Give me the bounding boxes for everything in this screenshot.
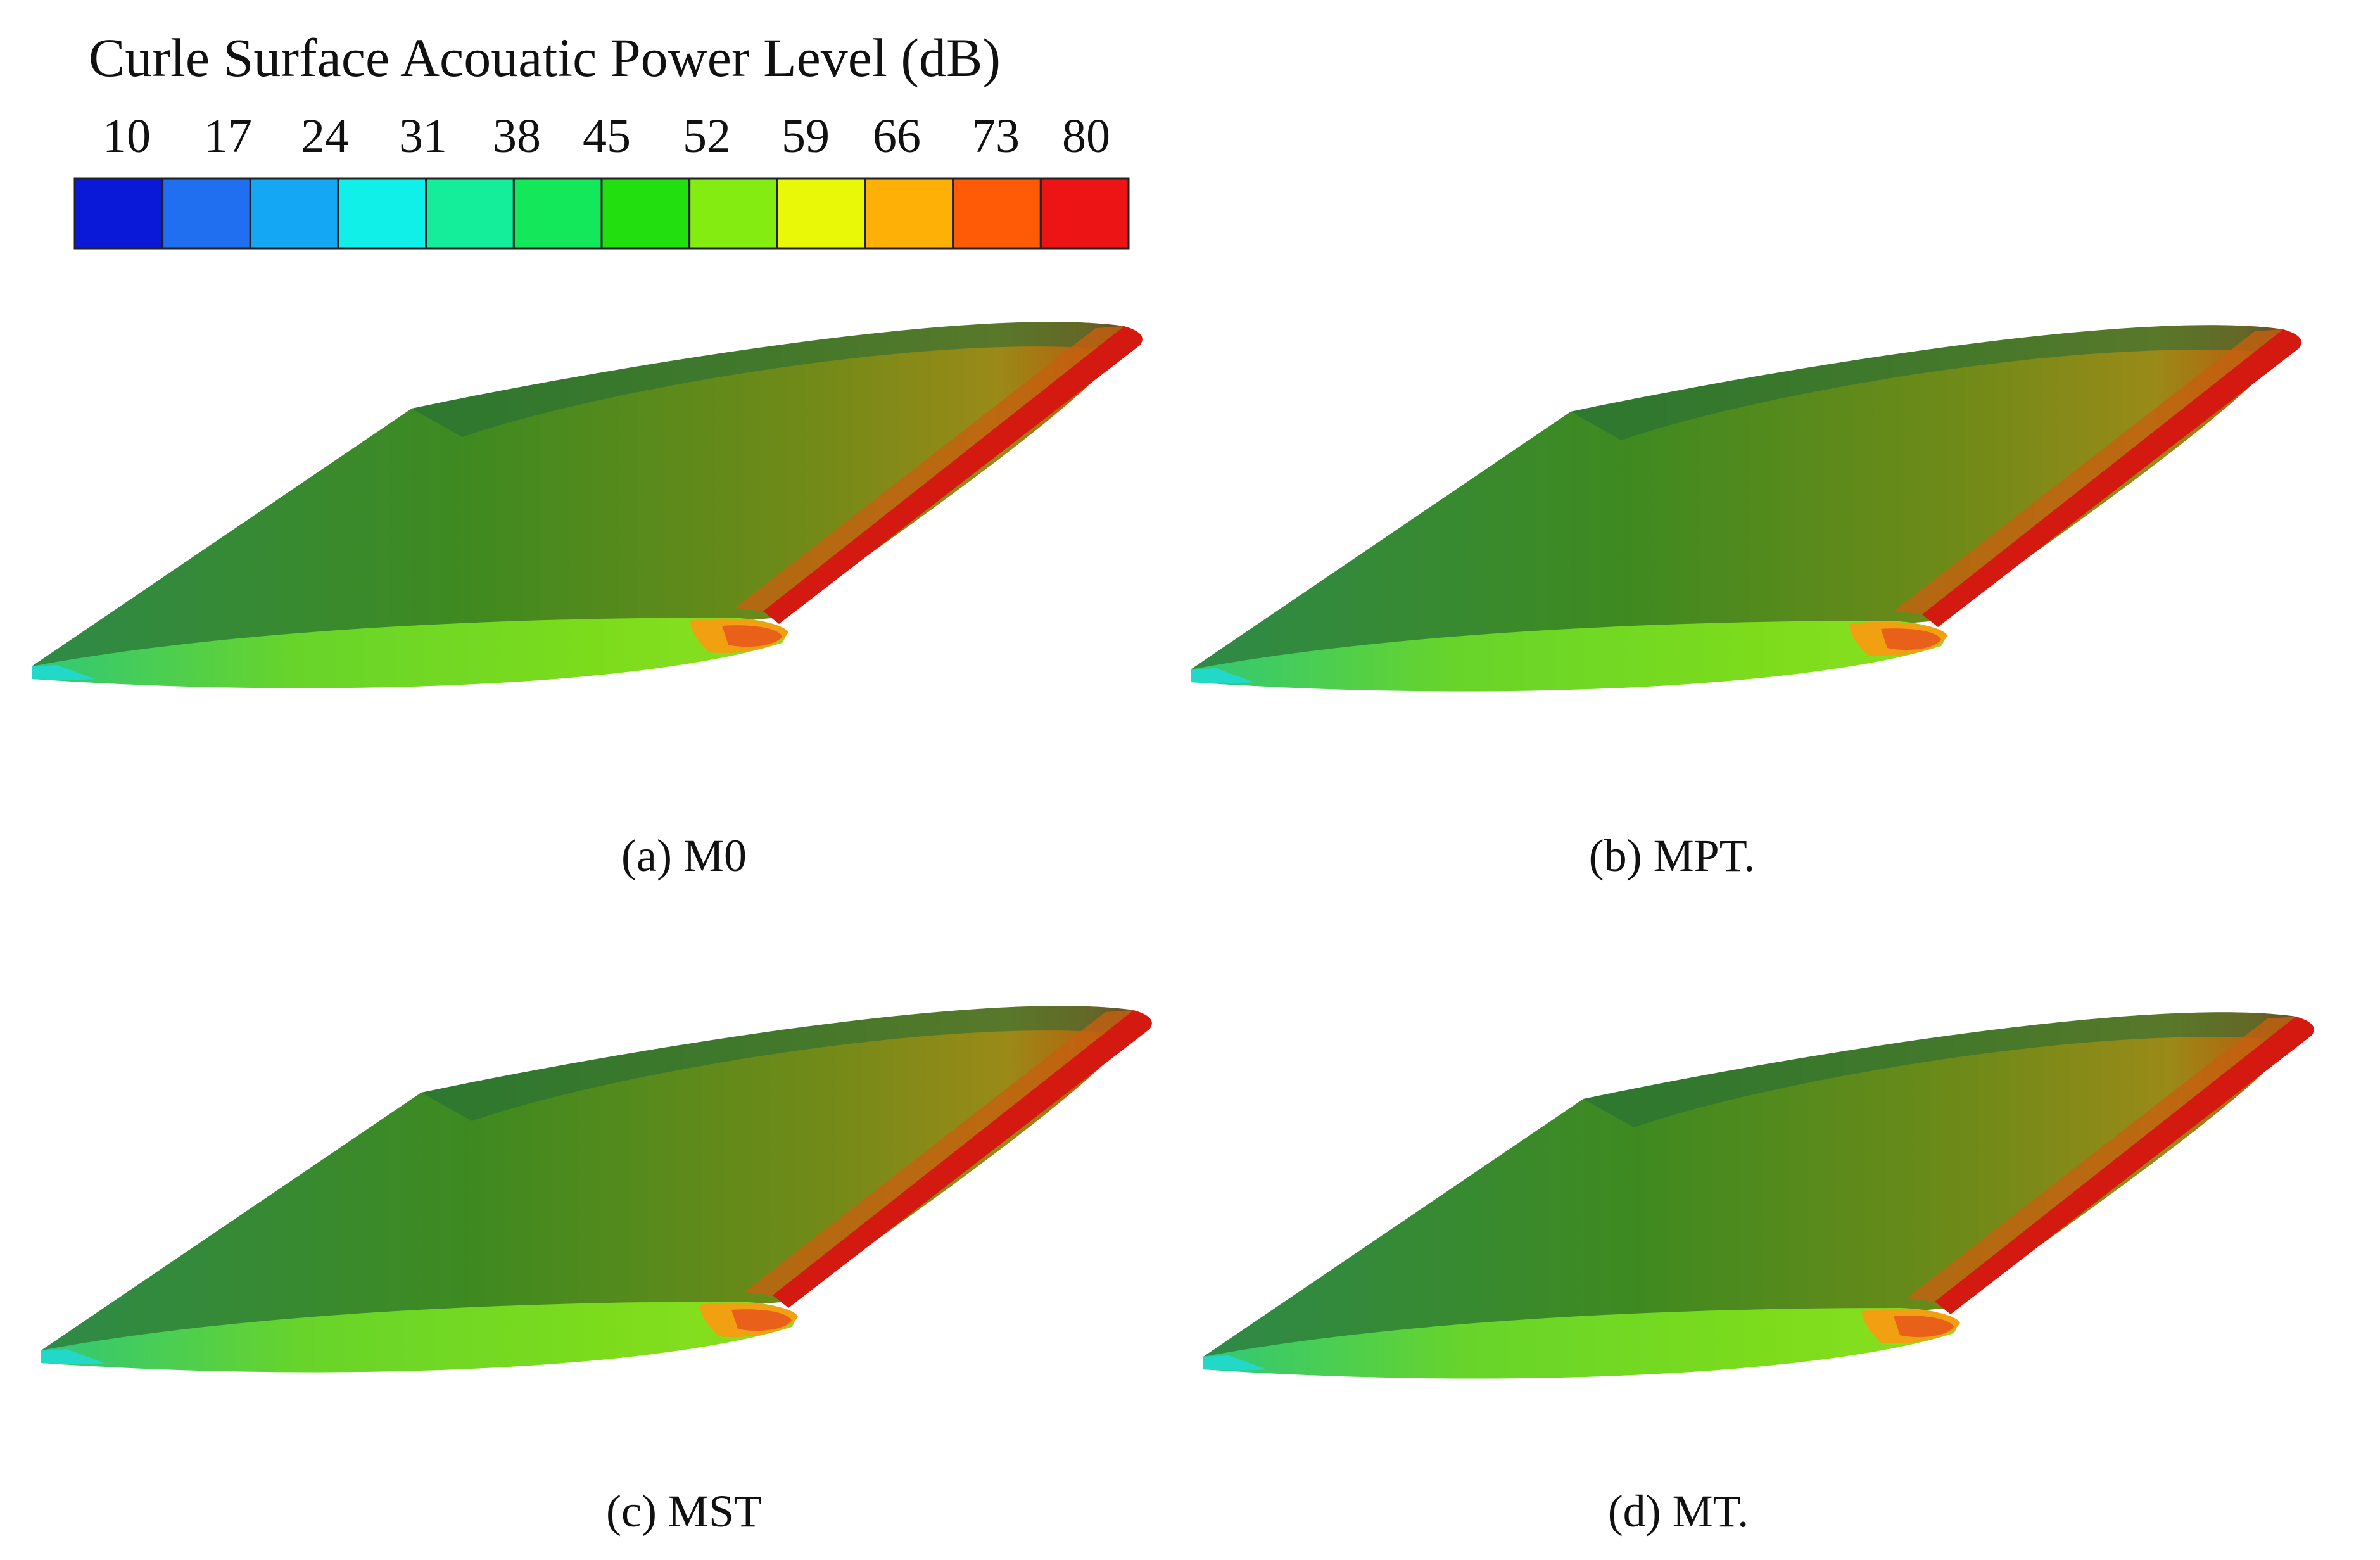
colorbar-block	[864, 177, 954, 250]
colorbar-tick-label: 80	[1062, 110, 1110, 163]
panel-caption-b: (b) MPT.	[1589, 830, 1756, 881]
colorbar-blocks	[73, 177, 1130, 250]
colorbar-tick-label: 31	[399, 110, 447, 163]
colorbar-block	[512, 177, 603, 250]
colorbar-tick-label: 52	[683, 110, 731, 163]
colorbar-tick-label: 73	[972, 110, 1020, 163]
colorbar-block	[73, 177, 164, 250]
colorbar-block	[337, 177, 427, 250]
colorbar-block	[161, 177, 251, 250]
colorbar-block	[600, 177, 691, 250]
colorbar-block	[952, 177, 1042, 250]
panel-caption-a: (a) M0	[621, 830, 747, 881]
panel-b: (b) MPT.	[1191, 325, 2301, 881]
colorbar-tick-label: 66	[873, 110, 921, 163]
colorbar: Curle Surface Acouatic Power Level (dB) …	[73, 27, 1130, 250]
panel-caption-d: (d) MT.	[1608, 1486, 1749, 1537]
panel-a: (a) M0	[32, 322, 1143, 881]
colorbar-block	[776, 177, 866, 250]
colorbar-tick-label: 38	[493, 110, 541, 163]
colorbar-tick-label: 24	[301, 110, 349, 163]
colorbar-tick-label: 59	[782, 110, 830, 163]
colorbar-block	[425, 177, 515, 250]
colorbar-tick-label: 17	[204, 110, 252, 163]
colorbar-tick-label: 10	[103, 110, 151, 163]
colorbar-title: Curle Surface Acouatic Power Level (dB)	[89, 27, 1001, 88]
panel-c: (c) MST	[41, 1006, 1152, 1537]
colorbar-ticks: 10 17 24 31 38 45 52 59 66 73 80	[103, 110, 1110, 163]
colorbar-tick-label: 45	[583, 110, 631, 163]
colorbar-block	[1039, 177, 1130, 250]
colorbar-block	[688, 177, 778, 250]
panel-caption-c: (c) MST	[606, 1486, 762, 1537]
colorbar-block	[249, 177, 339, 250]
panel-d: (d) MT.	[1203, 1012, 2314, 1537]
